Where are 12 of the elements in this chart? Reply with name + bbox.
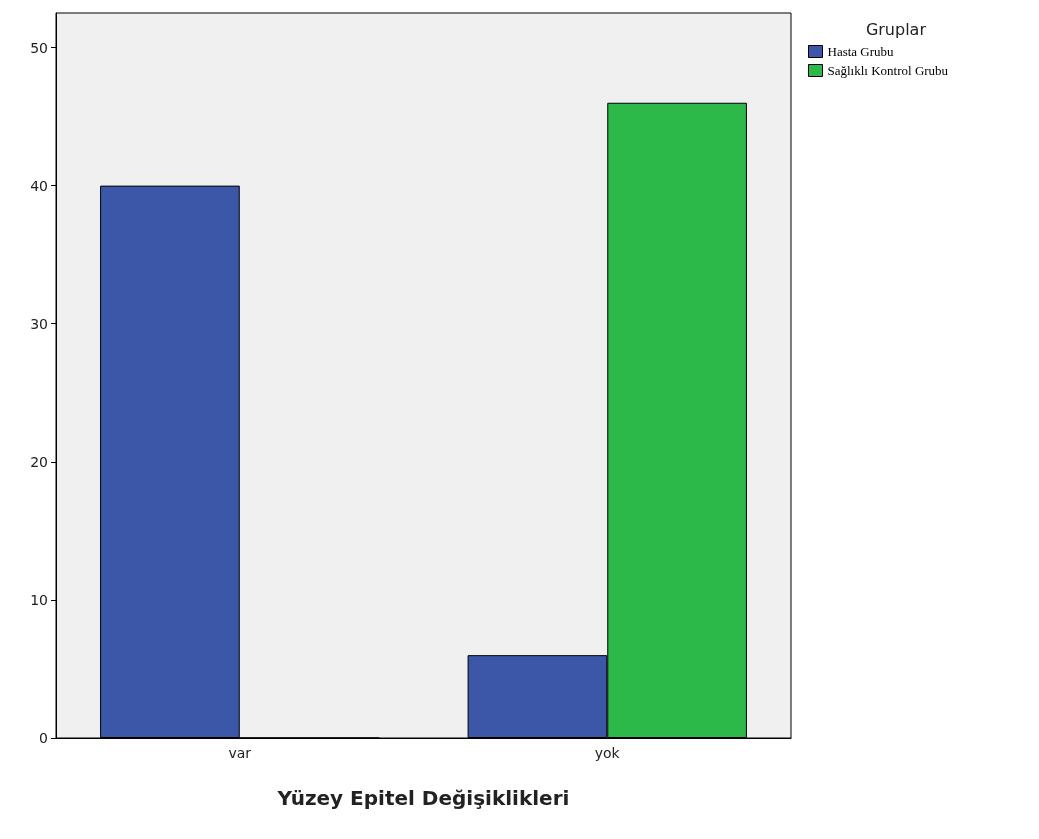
- y-tick-label: 40: [30, 177, 48, 194]
- legend-label: Hasta Grubu: [827, 44, 895, 59]
- legend-title: Gruplar: [865, 19, 927, 39]
- y-tick-label: 30: [30, 315, 48, 332]
- x-axis-title: Yüzey Epitel Değişiklikleri: [276, 786, 570, 810]
- legend-label: Sağlıklı Kontrol Grubu: [827, 63, 949, 78]
- y-tick-label: 20: [30, 453, 48, 470]
- y-tick-label: 50: [30, 39, 48, 56]
- y-tick-label: 10: [30, 591, 48, 608]
- y-tick-label: 0: [39, 730, 48, 746]
- x-tick-label: var: [228, 745, 252, 761]
- x-tick-label: yok: [594, 745, 621, 761]
